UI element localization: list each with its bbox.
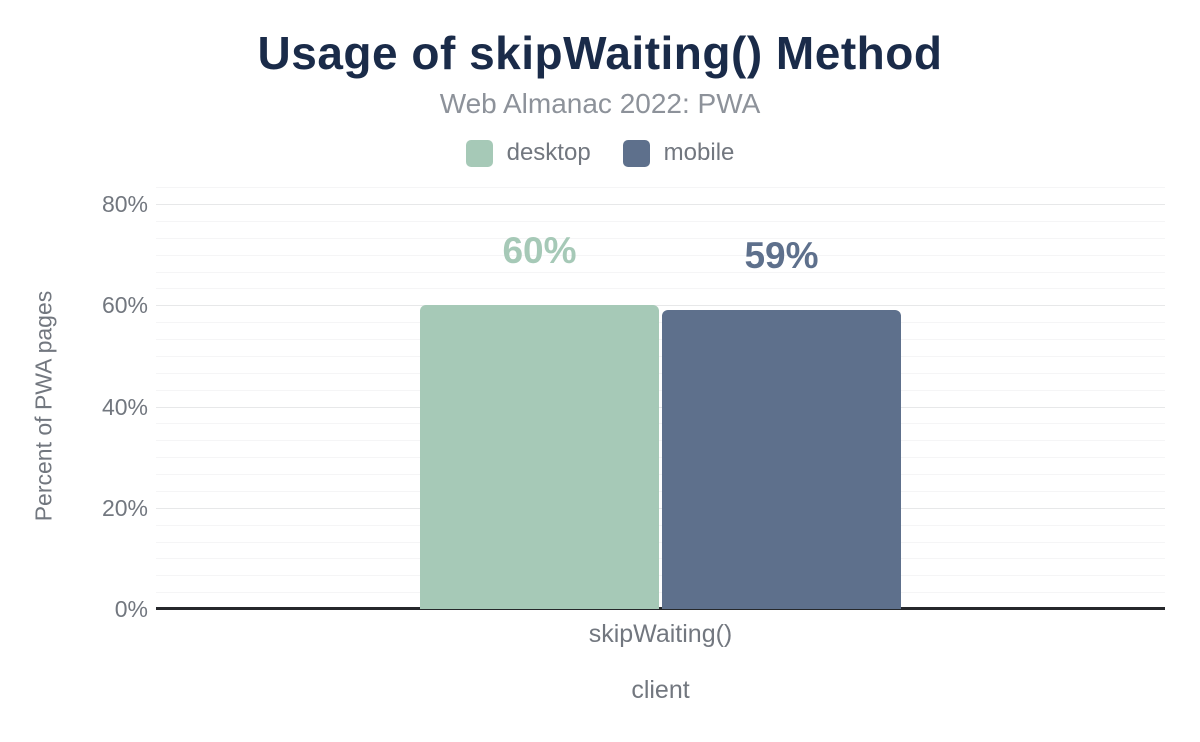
minor-gridline: [156, 187, 1165, 189]
x-axis-category-label: skipWaiting(): [588, 620, 733, 648]
minor-gridline: [156, 288, 1165, 290]
y-axis-tick-label: 0%: [114, 596, 148, 622]
minor-gridline: [156, 220, 1165, 222]
legend: desktop mobile: [0, 139, 1200, 167]
legend-label-desktop: desktop: [506, 139, 591, 166]
legend-swatch-desktop: [465, 139, 493, 167]
y-axis-tick-label: 60%: [101, 292, 148, 319]
major-gridline: [156, 204, 1165, 205]
x-axis-title: client: [631, 676, 690, 704]
y-axis-tick-label: 40%: [101, 393, 148, 420]
x-axis-line: [156, 607, 1165, 610]
y-axis-tick-label: 80%: [101, 191, 148, 217]
minor-gridline: [156, 237, 1165, 239]
y-axis-tick-label: 20%: [101, 494, 148, 521]
bar-label-mobile: 59%: [744, 235, 819, 277]
minor-gridline: [156, 490, 1165, 492]
legend-swatch-mobile: [622, 139, 650, 167]
minor-gridline: [156, 355, 1165, 357]
minor-gridline: [156, 254, 1165, 256]
legend-item-desktop: desktop: [465, 139, 591, 167]
major-gridline: [156, 507, 1165, 509]
chart-title: Usage of skipWaiting() Method: [257, 27, 943, 79]
minor-gridline: [156, 271, 1165, 273]
minor-gridline: [156, 372, 1165, 374]
minor-gridline: [156, 322, 1165, 324]
legend-item-mobile: mobile: [622, 139, 735, 167]
major-gridline: [156, 406, 1165, 408]
legend-label-mobile: mobile: [663, 139, 735, 166]
bar-label-desktop: 60%: [502, 230, 577, 272]
minor-gridline: [156, 541, 1165, 543]
major-gridline: [156, 305, 1165, 307]
minor-gridline: [156, 558, 1165, 560]
minor-gridline: [156, 592, 1165, 594]
minor-gridline: [156, 389, 1165, 391]
chart-subtitle: Web Almanac 2022: PWA: [439, 88, 761, 119]
minor-gridline: [156, 339, 1165, 340]
minor-gridline: [156, 575, 1165, 577]
minor-gridline: [156, 440, 1165, 442]
minor-gridline: [156, 423, 1165, 425]
bar-desktop: [420, 305, 659, 610]
bar-mobile: [662, 310, 901, 609]
minor-gridline: [156, 474, 1165, 475]
minor-gridline: [156, 524, 1165, 526]
minor-gridline: [156, 457, 1165, 459]
